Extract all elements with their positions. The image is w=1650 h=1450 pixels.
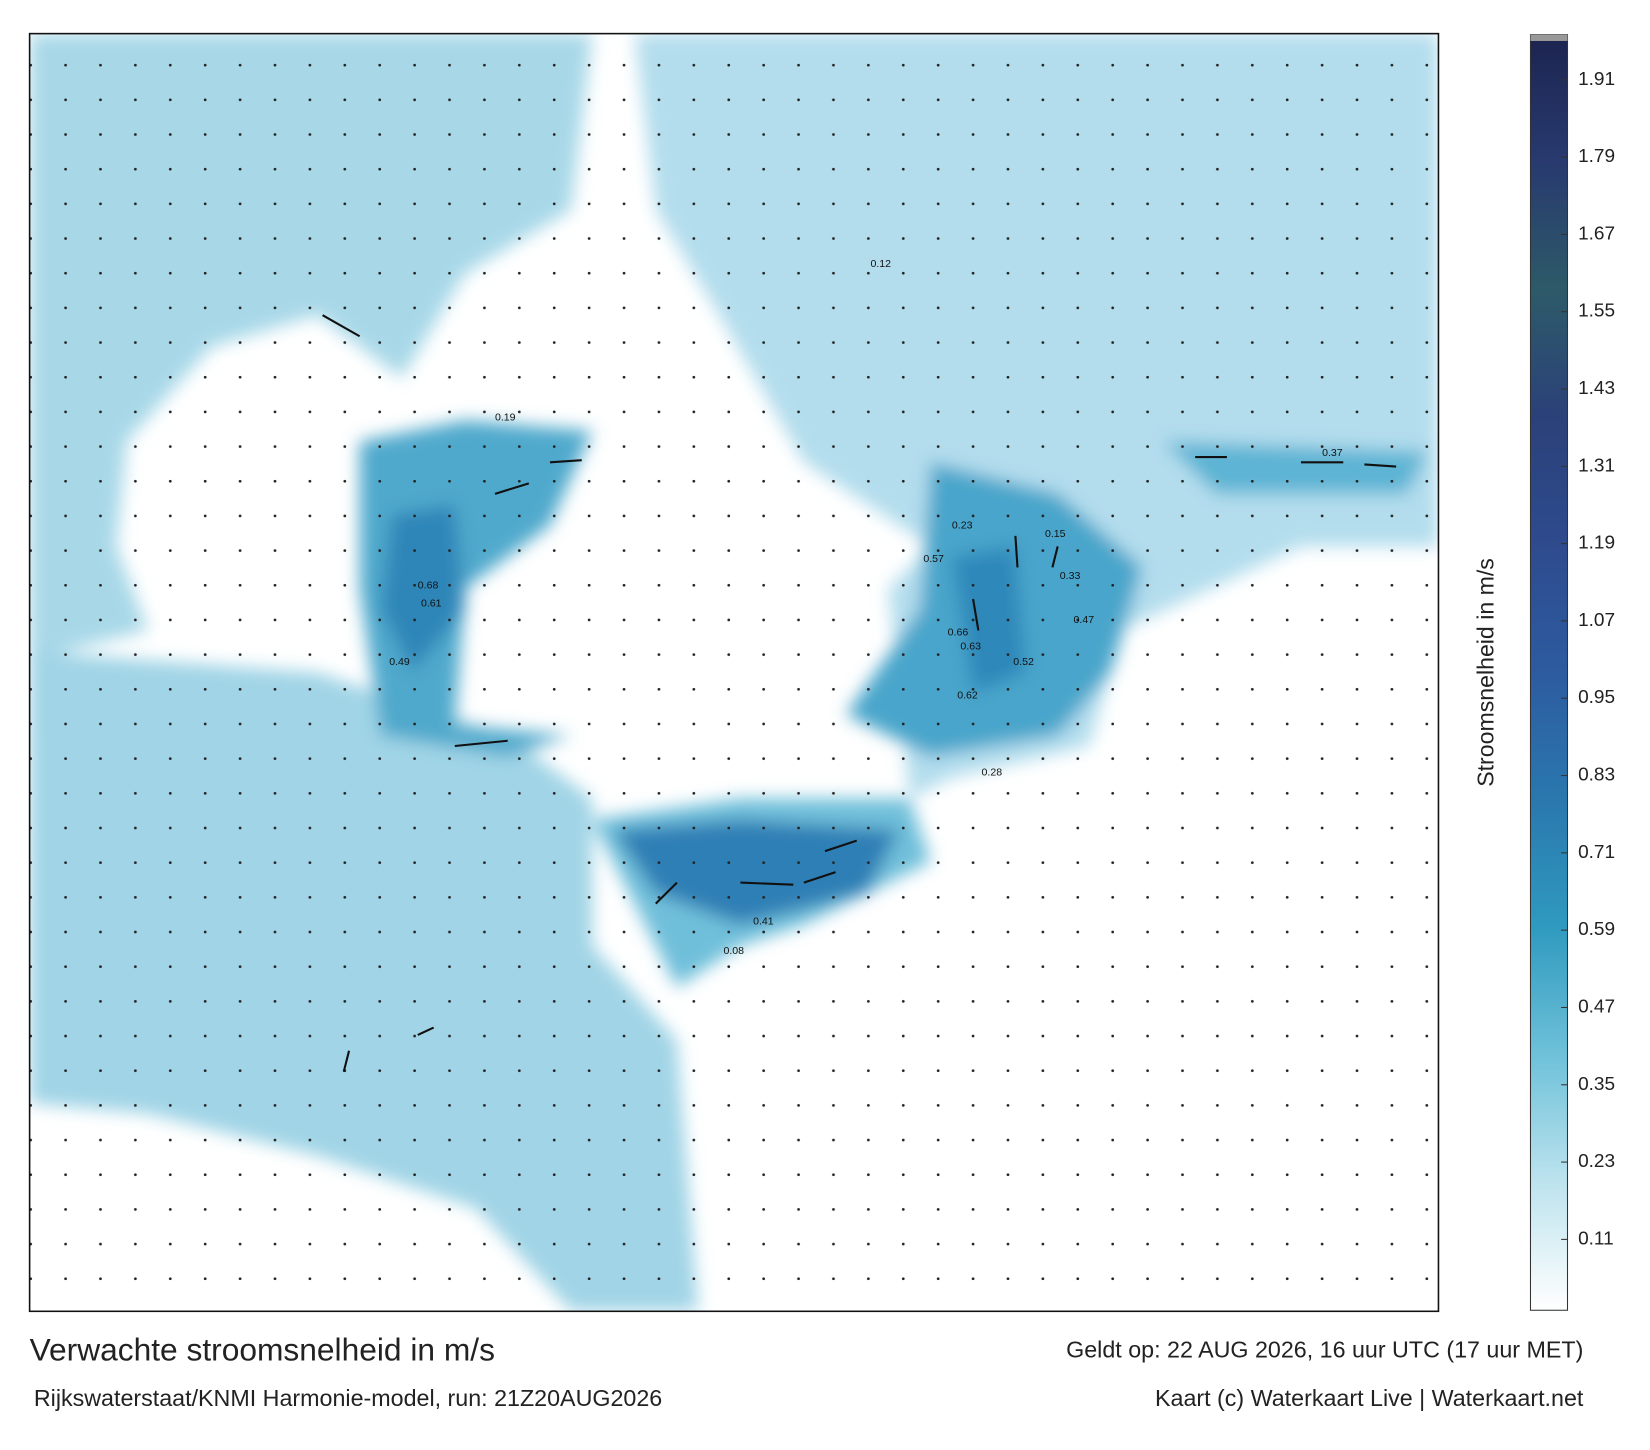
colorbar-tick-label: 0.83 xyxy=(1578,765,1615,786)
colorbar-tick-label: 1.07 xyxy=(1578,610,1615,631)
colorbar-tick-label: 1.91 xyxy=(1578,69,1615,90)
current-arrows xyxy=(322,314,1397,1072)
value-label: 0.41 xyxy=(753,916,774,928)
value-label: 0.23 xyxy=(952,520,973,532)
colorbar-tick-label: 0.47 xyxy=(1578,997,1615,1018)
colorbar-tick-label: 0.23 xyxy=(1578,1151,1615,1172)
colorbar-tick-label: 1.31 xyxy=(1578,455,1615,476)
colorbar-tick-label: 1.79 xyxy=(1578,146,1615,167)
map: 0.68 0.660.63 0.62 0.61 0.57 0.52 0.49 0.47 0.41… xyxy=(29,33,1439,1312)
map-value-labels: 0.68 0.660.63 0.62 0.61 0.57 0.52 0.49 0.47 0.41… xyxy=(389,258,1343,957)
value-label: 0.62 xyxy=(957,690,978,702)
colorbar-ramp xyxy=(1529,34,1569,1311)
value-label: 0.68 xyxy=(418,579,439,591)
colorbar-tick-label: 0.35 xyxy=(1578,1074,1615,1095)
value-label: 0.61 xyxy=(421,597,442,609)
map-frame xyxy=(28,32,1440,1313)
model-run: Rijkswaterstaat/KNMI Harmonie-model, run… xyxy=(34,1385,662,1411)
colorbar-tick-label: 1.55 xyxy=(1578,301,1615,322)
valid-time: Geldt op: 22 AUG 2026, 16 uur UTC (17 uu… xyxy=(1066,1337,1583,1363)
colorbar-tick-label: 1.67 xyxy=(1578,223,1615,244)
value-label: 0.52 xyxy=(1013,656,1034,668)
colorbar-tick-label: 0.71 xyxy=(1578,842,1615,863)
value-label: 0.15 xyxy=(1045,528,1066,540)
value-label: 0.19 xyxy=(495,411,516,423)
colorbar-tick-label: 0.59 xyxy=(1578,919,1615,940)
colorbar-tick-label: 0.95 xyxy=(1578,687,1615,708)
credit: Kaart (c) Waterkaart Live | Waterkaart.n… xyxy=(1155,1385,1584,1411)
colorbar-label: Stroomsnelheid in m/s xyxy=(1472,558,1498,787)
colorbar-tick-label: 0.11 xyxy=(1578,1228,1614,1249)
value-label: 0.37 xyxy=(1322,447,1343,459)
value-label: 0.47 xyxy=(1074,614,1095,626)
colorbar: 0.11 0.23 0.35 0.47 0.59 0.71 0.83 0.95 1.07 1.19… xyxy=(1529,34,1615,1311)
title: Verwachte stroomsnelheid in m/s xyxy=(30,1332,495,1368)
value-label: 0.66 xyxy=(948,627,969,639)
value-label: 0.49 xyxy=(389,656,410,668)
value-label: 0.28 xyxy=(982,766,1003,778)
value-label: 0.12 xyxy=(870,258,891,270)
value-label: 0.08 xyxy=(723,945,744,957)
colorbar-tick-label: 1.19 xyxy=(1578,533,1615,554)
colorbar-overflow xyxy=(1530,34,1568,41)
value-label: 0.57 xyxy=(923,553,944,565)
value-label: 0.63 xyxy=(960,640,981,652)
value-label: 0.33 xyxy=(1060,570,1081,582)
colorbar-tick-label: 1.43 xyxy=(1578,378,1615,399)
